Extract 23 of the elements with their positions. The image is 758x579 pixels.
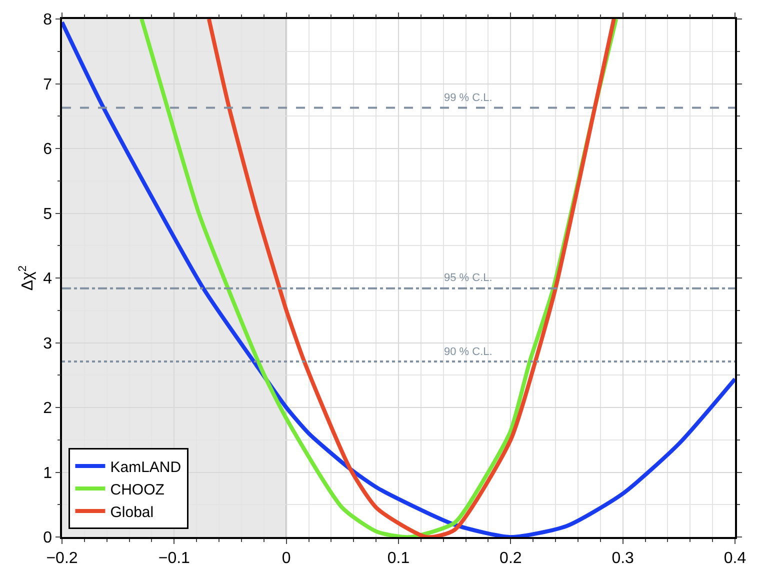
y-tick-label: 8 bbox=[43, 12, 52, 29]
x-tick-label: 0.1 bbox=[387, 550, 410, 567]
y-tick-label: 1 bbox=[43, 464, 52, 482]
y-tick-label: 6 bbox=[43, 141, 52, 158]
x-tick-label: 0.3 bbox=[612, 550, 634, 567]
line-series bbox=[62, 20, 735, 537]
x-tick-label: 0 bbox=[282, 550, 291, 567]
x-tick-label: 0.4 bbox=[724, 550, 746, 567]
ref-line-label: 90 % C.L. bbox=[444, 346, 492, 358]
legend-label: Global bbox=[110, 504, 154, 521]
x-tick-label: −0.2 bbox=[46, 550, 78, 567]
ref-line-label: 95 % C.L. bbox=[444, 272, 492, 284]
y-tick-label: 3 bbox=[43, 335, 52, 352]
y-tick-label: 5 bbox=[43, 206, 52, 223]
x-tick-label: −0.1 bbox=[158, 550, 190, 567]
legend-label: KamLAND bbox=[110, 458, 182, 476]
ref-line-label: 99 % C.L. bbox=[444, 92, 492, 104]
x-tick-label: 0.2 bbox=[500, 550, 522, 567]
legend-label: CHOOZ bbox=[110, 481, 164, 498]
y-tick-label: 0 bbox=[43, 530, 52, 547]
y-tick-label: 2 bbox=[43, 400, 52, 418]
y-tick-label: 7 bbox=[43, 76, 52, 94]
y-tick-label: 4 bbox=[43, 270, 52, 288]
